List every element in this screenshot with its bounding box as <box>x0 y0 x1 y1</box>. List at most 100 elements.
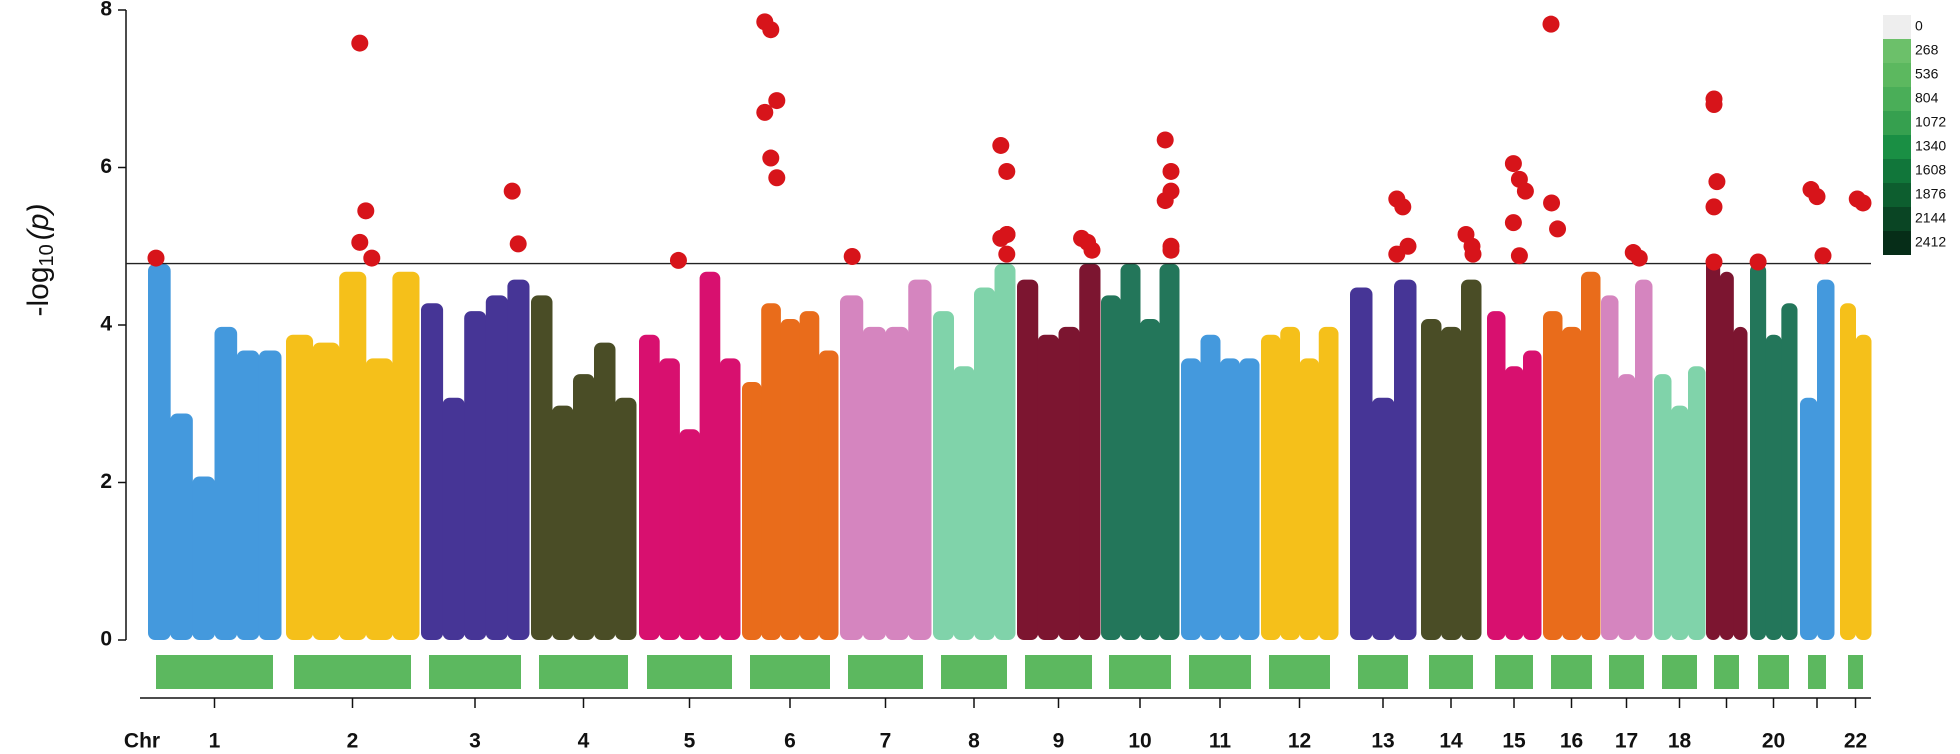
snp-density-column <box>761 303 781 640</box>
significant-snp <box>669 251 687 269</box>
density-strip <box>750 655 830 689</box>
density-legend-swatch <box>1883 63 1911 87</box>
significant-snp <box>1705 198 1723 216</box>
x-tick-label: 13 <box>1371 730 1394 753</box>
snp-density-column <box>639 334 660 640</box>
snp-density-column <box>464 311 487 640</box>
density-strip <box>1189 655 1251 689</box>
snp-density-column <box>365 358 393 640</box>
significant-snp <box>1814 247 1832 265</box>
density-legend-swatch <box>1883 135 1911 159</box>
x-tick-label: 6 <box>784 730 796 753</box>
significant-snp <box>1504 214 1522 232</box>
y-tick-label: 4 <box>100 313 112 336</box>
snp-density-column <box>1280 326 1300 640</box>
snp-density-column <box>1299 358 1320 640</box>
snp-density-column <box>1441 326 1462 640</box>
snp-density-column <box>1220 358 1240 640</box>
snp-density-column <box>1394 279 1417 640</box>
significant-snp <box>1542 15 1560 33</box>
snp-density-column <box>1635 279 1653 640</box>
density-strip <box>1025 655 1092 689</box>
significant-snp <box>1394 198 1412 216</box>
snp-density-column <box>1421 319 1442 640</box>
density-legend-label: 1340 <box>1915 138 1946 154</box>
snp-density-column <box>1840 303 1856 640</box>
snp-density-column <box>214 326 238 640</box>
density-legend-label: 536 <box>1915 66 1939 82</box>
significant-snp <box>1510 247 1528 265</box>
density-strip <box>1495 655 1533 689</box>
x-tick-label: 11 <box>1209 730 1232 753</box>
snp-density-column <box>1487 311 1506 640</box>
snp-density-column <box>1706 256 1721 640</box>
significant-snp <box>503 182 521 200</box>
snp-density-column <box>1372 397 1395 640</box>
significant-snp <box>1504 155 1522 173</box>
significant-snp <box>1083 241 1101 259</box>
snp-density-column <box>699 271 721 640</box>
x-tick-label: 18 <box>1668 730 1692 753</box>
snp-density-column <box>392 271 420 640</box>
significant-snp <box>998 225 1016 243</box>
x-tick-label: 22 <box>1844 730 1867 753</box>
snp-density-column <box>1601 295 1619 640</box>
x-tick-label: 7 <box>880 730 892 753</box>
density-legend-label: 1876 <box>1915 186 1946 202</box>
snp-density-column <box>258 350 282 640</box>
snp-density-column <box>1239 358 1260 640</box>
snp-density-column <box>818 350 839 640</box>
y-axis-label: -log10 (p) <box>22 204 58 317</box>
snp-density-column <box>339 271 367 640</box>
density-strip <box>1269 655 1330 689</box>
snp-density-column <box>1079 263 1101 640</box>
significant-snp <box>147 249 165 267</box>
density-legend-label: 268 <box>1915 42 1939 58</box>
snp-density-column <box>1461 279 1482 640</box>
snp-density-column <box>974 287 995 640</box>
significant-snp <box>843 247 861 265</box>
snp-density-column <box>933 311 954 640</box>
significant-snp <box>1705 253 1723 271</box>
density-strip <box>941 655 1007 689</box>
density-strip <box>156 655 273 689</box>
snp-density-column <box>1261 334 1281 640</box>
density-legend-label: 1608 <box>1915 162 1946 178</box>
snp-density-column <box>531 295 553 640</box>
significant-snp <box>509 235 527 253</box>
snp-density-column <box>170 413 193 640</box>
snp-density-column <box>1181 358 1201 640</box>
snp-density-column <box>659 358 680 640</box>
x-tick-label: 9 <box>1053 730 1065 753</box>
snp-density-column <box>1101 295 1121 640</box>
x-tick-label: 2 <box>347 730 359 753</box>
density-strip <box>1848 655 1863 689</box>
y-label-end: (p) <box>22 204 55 241</box>
x-tick-label: 15 <box>1502 730 1526 753</box>
snp-density-column <box>908 279 932 640</box>
snp-density-column <box>442 397 465 640</box>
snp-density-column <box>1318 326 1339 640</box>
density-strip <box>294 655 411 689</box>
x-tick-label: 3 <box>469 730 481 753</box>
significant-snp <box>998 245 1016 263</box>
density-strip <box>1758 655 1789 689</box>
significant-snp <box>1749 253 1767 271</box>
snp-density-column <box>1017 279 1039 640</box>
significant-snp <box>363 249 381 267</box>
density-legend-label: 804 <box>1915 90 1939 106</box>
significant-snp <box>1156 131 1174 149</box>
density-legend-label: 2144 <box>1915 210 1946 226</box>
x-tick-label: 4 <box>578 730 590 753</box>
snp-density-column <box>148 263 171 640</box>
x-tick-label: 17 <box>1615 730 1638 753</box>
snp-density-column <box>485 295 508 640</box>
snp-density-column <box>1654 374 1672 640</box>
density-strip <box>848 655 923 689</box>
x-tick-label: 8 <box>968 730 980 753</box>
significant-snp <box>768 92 786 110</box>
snp-density-column <box>1688 366 1706 640</box>
snp-density-column <box>552 405 574 640</box>
significant-snp <box>762 149 780 167</box>
density-strip <box>1609 655 1644 689</box>
